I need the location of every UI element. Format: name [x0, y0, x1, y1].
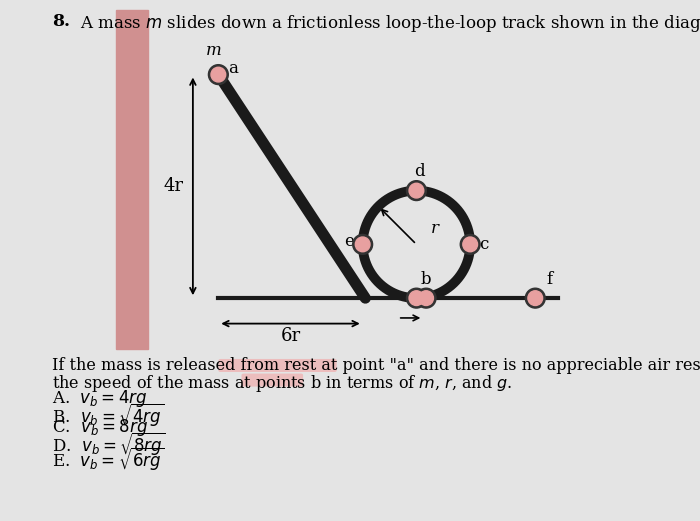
Circle shape — [211, 67, 225, 82]
Circle shape — [461, 234, 480, 254]
Text: e: e — [344, 233, 354, 250]
Text: b: b — [421, 271, 431, 288]
Text: B.  $v_b = \sqrt{4rg}$: B. $v_b = \sqrt{4rg}$ — [52, 402, 164, 429]
Circle shape — [409, 183, 423, 198]
FancyBboxPatch shape — [241, 374, 303, 387]
Text: E.  $v_b = \sqrt{6rg}$: E. $v_b = \sqrt{6rg}$ — [52, 446, 164, 473]
Text: D.  $v_b = \sqrt{8rg}$: D. $v_b = \sqrt{8rg}$ — [52, 431, 166, 458]
Text: f: f — [547, 271, 553, 288]
Text: m: m — [206, 42, 222, 59]
Text: If the mass is released from rest at point "a" and there is no appreciable air r: If the mass is released from rest at poi… — [52, 357, 700, 374]
Circle shape — [416, 288, 436, 308]
Circle shape — [528, 291, 542, 305]
Text: d: d — [414, 164, 425, 180]
Circle shape — [463, 237, 477, 252]
Circle shape — [356, 237, 370, 252]
Text: 8.: 8. — [52, 13, 71, 30]
Text: 6r: 6r — [281, 327, 300, 345]
Circle shape — [209, 65, 228, 84]
Circle shape — [525, 288, 545, 308]
Bar — [116, 9, 148, 349]
FancyBboxPatch shape — [218, 359, 337, 372]
Circle shape — [409, 291, 423, 305]
Circle shape — [407, 288, 426, 308]
Text: A.  $v_b = 4rg$: A. $v_b = 4rg$ — [52, 388, 148, 409]
Text: C.  $v_b = 8rg$: C. $v_b = 8rg$ — [52, 417, 148, 438]
Text: a: a — [228, 60, 239, 78]
Text: A mass $m$ slides down a frictionless loop-the-loop track shown in the diagram b: A mass $m$ slides down a frictionless lo… — [80, 13, 700, 34]
Text: c: c — [479, 236, 488, 253]
Text: r: r — [430, 220, 438, 237]
Text: 4r: 4r — [163, 177, 183, 195]
Circle shape — [353, 234, 372, 254]
Circle shape — [419, 291, 433, 305]
Text: the speed of the mass at points b in terms of $m$, $r$, and $g$.: the speed of the mass at points b in ter… — [52, 373, 512, 393]
Circle shape — [407, 181, 426, 201]
